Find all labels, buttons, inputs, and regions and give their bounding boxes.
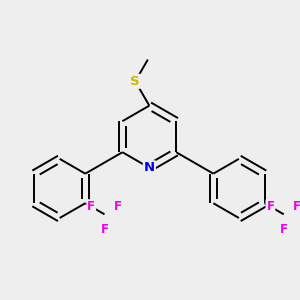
Text: F: F [266, 200, 274, 213]
Text: F: F [293, 200, 300, 213]
Text: N: N [144, 161, 155, 174]
Text: S: S [130, 75, 140, 88]
Text: F: F [280, 223, 288, 236]
Text: F: F [87, 200, 95, 213]
Text: F: F [114, 200, 122, 213]
Text: F: F [100, 223, 109, 236]
